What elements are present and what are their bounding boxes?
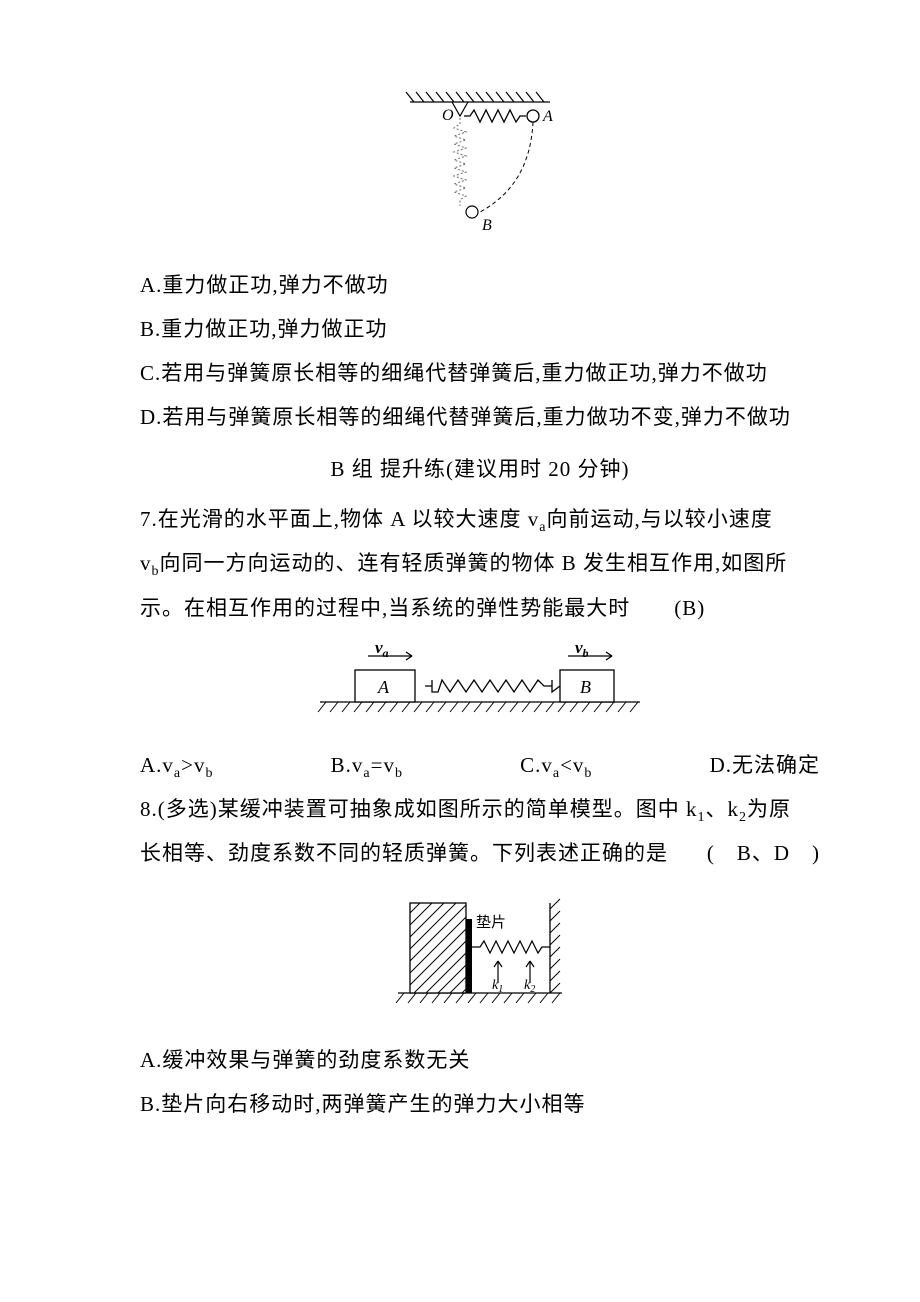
q8-l2l: 长相等、劲度系数不同的轻质弹簧。下列表述正确的是 [140,831,668,875]
q8-option-a: A.缓冲效果与弹簧的劲度系数无关 [140,1038,820,1082]
q7-choice-a: A.va>vb [140,743,213,787]
q8-l1a: 8.(多选)某缓冲装置可抽象成如图所示的简单模型。图中 k [140,797,697,821]
fig2-vb-sub: b [583,646,589,660]
q6-option-a: A.重力做正功,弹力不做功 [140,263,820,307]
figure-q8-svg: 垫片 k1 k2 [380,885,580,1015]
fig2-va-sub: a [383,646,389,660]
fig3-pad-label: 垫片 [476,914,506,931]
q6-option-d: D.若用与弹簧原长相等的细绳代替弹簧后,重力做功不变,弹力不做功 [140,395,820,439]
q6-option-b: B.重力做正功,弹力做正功 [140,307,820,351]
q8-stem-line2: 长相等、劲度系数不同的轻质弹簧。下列表述正确的是 ( B、D ) [140,831,820,875]
q7-l2b: 向同一方向运动的、连有轻质弹簧的物体 B 发生相互作用,如图所 [160,551,788,575]
q7-stem-line2: vb向同一方向运动的、连有轻质弹簧的物体 B 发生相互作用,如图所 [140,541,820,585]
q7-l2a: v [140,551,152,575]
svg-text:k1: k1 [492,978,503,995]
q8-stem-line1: 8.(多选)某缓冲装置可抽象成如图所示的简单模型。图中 k1、k2为原 [140,787,820,831]
q7-choice-d: D.无法确定 [710,743,820,787]
figure-q7-svg: A B va vb [300,640,660,720]
q7-stem-line1: 7.在光滑的水平面上,物体 A 以较大速度 va向前运动,与以较小速度 [140,497,820,541]
q7-stem-line3: 示。在相互作用的过程中,当系统的弹性势能最大时 (B) [140,586,820,630]
label-O: O [442,107,454,124]
figure-q6-svg: O A B [380,90,580,240]
figure-q6: O A B [140,90,820,245]
q7-choice-b: B.va=vb [331,743,403,787]
fig2-label-B: B [580,677,591,697]
q7-l1a: 7.在光滑的水平面上,物体 A 以较大速度 v [140,507,539,531]
fig2-label-A: A [377,677,390,697]
figure-q7: A B va vb [140,640,820,725]
q8-l1t: 为原 [747,797,791,821]
section-b-header: B 组 提升练(建议用时 20 分钟) [140,453,820,483]
label-A: A [542,108,553,125]
q7-l2sub: b [152,565,160,580]
q7-choices: A.va>vb B.va=vb C.va<vb D.无法确定 [140,743,820,787]
figure-q8: 垫片 k1 k2 [140,885,820,1020]
svg-text:k2: k2 [524,978,535,995]
q7-l1b: 向前运动,与以较小速度 [546,507,772,531]
q6-option-c: C.若用与弹簧原长相等的细绳代替弹簧后,重力做正功,弹力不做功 [140,351,820,395]
svg-text:vb: vb [575,640,589,660]
svg-text:va: va [375,640,389,660]
label-B: B [482,217,492,234]
q8-l1m: 、k [705,797,739,821]
q8-l1s2: 2 [739,810,747,825]
q8-l2ans: ( B、D ) [707,831,820,875]
q8-option-b: B.垫片向右移动时,两弹簧产生的弹力大小相等 [140,1082,820,1126]
q7-choice-c: C.va<vb [520,743,592,787]
